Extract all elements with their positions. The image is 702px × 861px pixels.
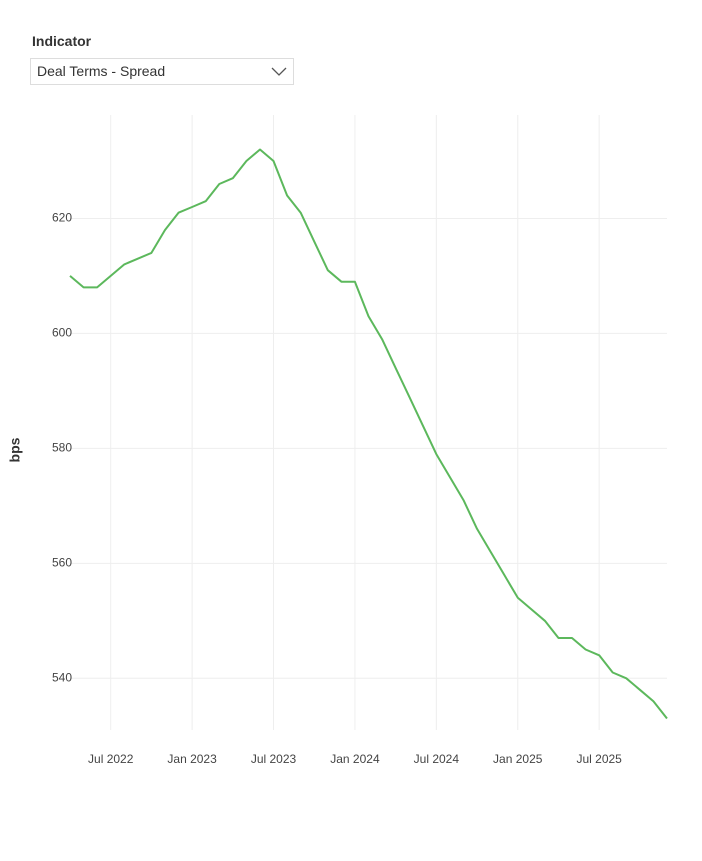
x-tick-label: Jul 2022 [88, 752, 134, 766]
dropdown-value: Deal Terms - Spread [37, 63, 166, 79]
x-tick-label: Jan 2025 [493, 752, 543, 766]
line [69, 148, 668, 720]
x-tick-label: Jan 2023 [167, 752, 217, 766]
y-tick-label: 560 [52, 555, 72, 569]
y-tick-label: 600 [52, 326, 72, 340]
x-tick-label: Jul 2025 [576, 752, 622, 766]
filter-label: Indicator [32, 33, 92, 49]
grid [70, 115, 667, 730]
x-tick-label: Jan 2024 [330, 752, 380, 766]
y-tick-label: 620 [52, 211, 72, 225]
chevron [271, 67, 287, 76]
x-tick-label: Jul 2024 [414, 752, 460, 766]
y-tick-label: 580 [52, 441, 72, 455]
y-tick-label: 540 [52, 670, 72, 684]
dropdown[interactable]: Deal Terms - Spread [30, 58, 294, 85]
x-tick-label: Jul 2023 [251, 752, 297, 766]
y-axis-label: bps [7, 437, 23, 462]
